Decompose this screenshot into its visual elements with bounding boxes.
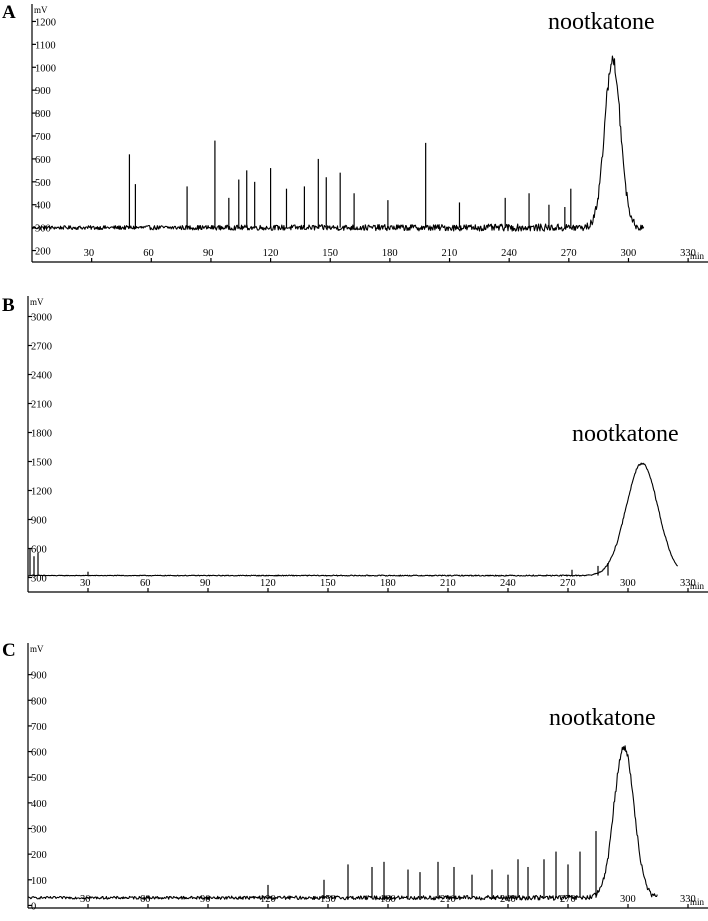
x-tick-label: 270 (560, 894, 576, 905)
y-tick-label: 300 (31, 825, 47, 836)
y-tick-label: 2700 (31, 342, 52, 353)
x-tick-label: 90 (200, 894, 211, 905)
y-tick-label: 700 (31, 722, 47, 733)
x-tick-label: 180 (382, 248, 398, 259)
peak-label-nootkatone: nootkatone (548, 9, 655, 35)
x-unit-label: min (690, 251, 705, 261)
x-tick-label: 150 (322, 248, 338, 259)
y-tick-label: 3000 (31, 313, 52, 324)
y-tick-label: 300 (31, 574, 47, 585)
y-tick-label: 2400 (31, 371, 52, 382)
y-unit-label: mV (30, 297, 44, 307)
peak-label-nootkatone: nootkatone (572, 421, 679, 447)
x-tick-label: 150 (320, 578, 336, 589)
x-tick-label: 120 (263, 248, 279, 259)
x-tick-label: 300 (620, 894, 636, 905)
y-tick-label: 1800 (31, 429, 52, 440)
panel-letter: B (2, 295, 15, 316)
y-tick-label: 800 (31, 696, 47, 707)
y-tick-label: 600 (31, 545, 47, 556)
panel-letter: A (2, 2, 16, 23)
x-tick-label: 60 (140, 578, 151, 589)
y-unit-label: mV (34, 5, 48, 15)
y-tick-label: 500 (31, 773, 47, 784)
y-tick-label: 400 (31, 799, 47, 810)
x-tick-label: 330 (680, 248, 696, 259)
x-tick-label: 300 (620, 248, 636, 259)
x-tick-label: 330 (680, 578, 696, 589)
x-tick-label: 210 (440, 894, 456, 905)
y-tick-label: 2100 (31, 400, 52, 411)
x-tick-label: 240 (500, 578, 516, 589)
y-tick-label: 500 (35, 178, 51, 189)
x-tick-label: 180 (380, 578, 396, 589)
x-tick-label: 30 (80, 578, 91, 589)
y-tick-label: 900 (35, 86, 51, 97)
x-unit-label: min (690, 897, 705, 907)
y-tick-label: 900 (31, 671, 47, 682)
y-tick-label: 200 (31, 850, 47, 861)
chromatogram-trace (31, 55, 645, 232)
x-tick-label: 30 (80, 894, 91, 905)
y-tick-label: 1500 (31, 458, 52, 469)
y-tick-label: 1200 (31, 487, 52, 498)
x-unit-label: min (690, 581, 705, 591)
y-unit-label: mV (30, 644, 44, 654)
x-tick-label: 90 (200, 578, 211, 589)
x-tick-label: 270 (561, 248, 577, 259)
y-tick-label: 1100 (35, 40, 56, 51)
x-tick-label: 210 (442, 248, 458, 259)
chromatogram-trace (27, 462, 679, 577)
x-tick-label: 60 (143, 248, 154, 259)
x-tick-label: 240 (501, 248, 517, 259)
x-tick-label: 90 (203, 248, 214, 259)
x-tick-label: 330 (680, 894, 696, 905)
y-tick-label: 100 (31, 876, 47, 887)
x-tick-label: 120 (260, 894, 276, 905)
y-tick-label: 200 (35, 247, 51, 258)
x-tick-label: 270 (560, 578, 576, 589)
peak-label-nootkatone: nootkatone (549, 705, 656, 731)
y-tick-label: 800 (35, 109, 51, 120)
y-tick-label: 0 (31, 901, 36, 912)
y-tick-label: 1200 (35, 17, 56, 28)
y-tick-label: 400 (35, 201, 51, 212)
panel-letter: C (2, 640, 16, 661)
x-tick-label: 300 (620, 578, 636, 589)
x-tick-label: 120 (260, 578, 276, 589)
y-tick-label: 900 (31, 516, 47, 527)
x-tick-label: 150 (320, 894, 336, 905)
y-tick-label: 600 (31, 748, 47, 759)
chromatogram-trace (27, 745, 658, 901)
x-tick-label: 30 (84, 248, 95, 259)
y-tick-label: 700 (35, 132, 51, 143)
y-tick-label: 1000 (35, 63, 56, 74)
y-tick-label: 300 (35, 224, 51, 235)
y-tick-label: 600 (35, 155, 51, 166)
x-tick-label: 210 (440, 578, 456, 589)
